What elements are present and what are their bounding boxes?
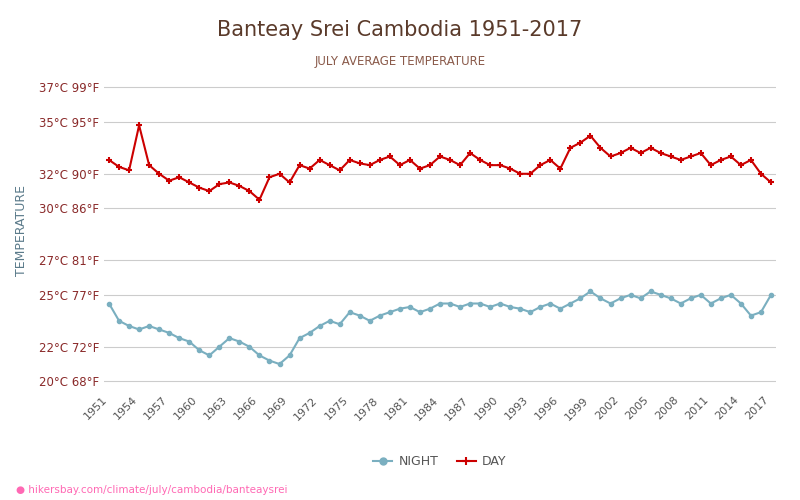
Text: ● hikersbay.com/climate/july/cambodia/banteaysrei: ● hikersbay.com/climate/july/cambodia/ba…	[16, 485, 287, 495]
Legend: NIGHT, DAY: NIGHT, DAY	[369, 450, 511, 473]
Text: JULY AVERAGE TEMPERATURE: JULY AVERAGE TEMPERATURE	[314, 55, 486, 68]
Text: Banteay Srei Cambodia 1951-2017: Banteay Srei Cambodia 1951-2017	[218, 20, 582, 40]
Y-axis label: TEMPERATURE: TEMPERATURE	[14, 184, 28, 276]
